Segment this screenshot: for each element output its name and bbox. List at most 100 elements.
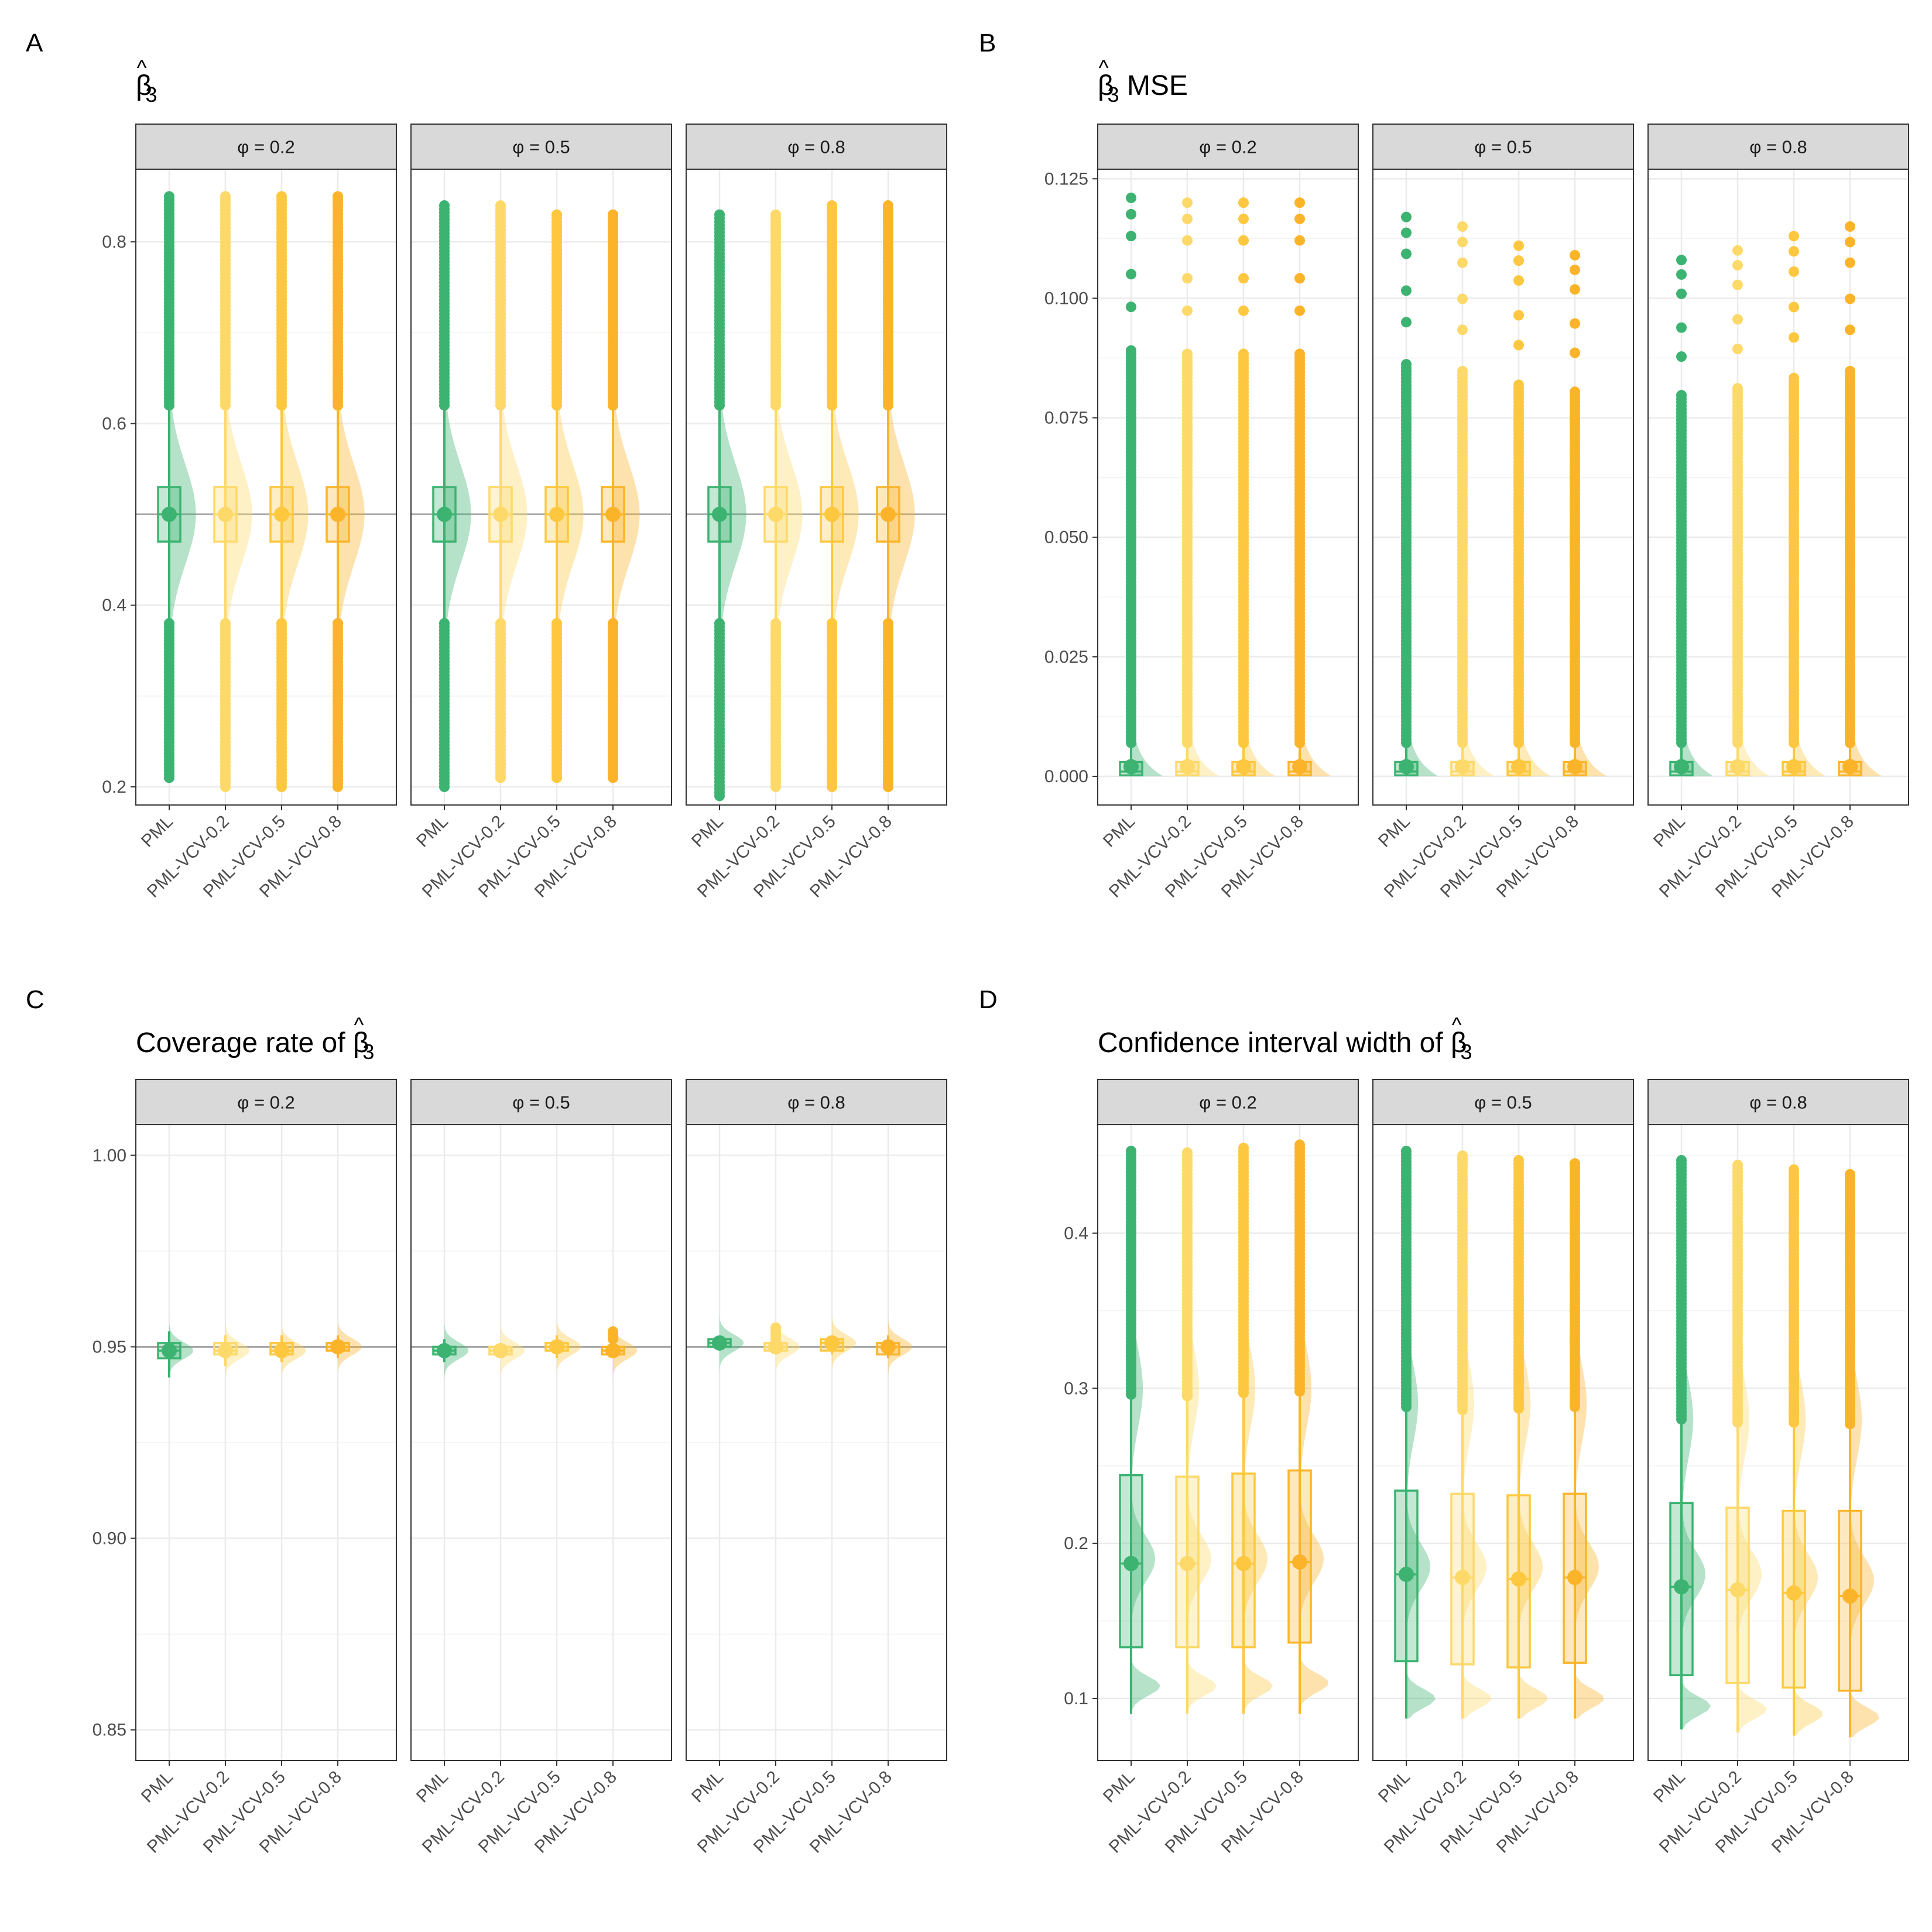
outlier-point [1789, 1164, 1799, 1175]
outlier-point [1457, 237, 1468, 248]
mean-point [437, 1342, 452, 1358]
y-tick-label: 0.2 [102, 777, 126, 797]
outlier-point [1513, 379, 1524, 390]
density-halfviolin [1244, 594, 1276, 777]
outlier-point [1238, 213, 1249, 224]
outlier-point [1294, 273, 1305, 284]
facet-label: φ = 0.5 [512, 137, 570, 157]
mean-point [549, 506, 564, 522]
outlier-point [1182, 305, 1193, 316]
plot-area [1098, 1125, 1358, 1760]
mean-point [1511, 1571, 1526, 1587]
mean-point [768, 506, 783, 522]
outlier-point [1676, 1155, 1687, 1166]
mean-point [881, 1339, 896, 1355]
mean-point [1399, 759, 1414, 775]
y-tick-label: 0.8 [102, 232, 126, 252]
facet-label: φ = 0.5 [512, 1092, 570, 1113]
outlier-point [1401, 248, 1412, 259]
series-pml [1394, 1146, 1436, 1719]
mean-point [1455, 1570, 1470, 1585]
mean-point [162, 506, 177, 522]
mean-point [1399, 1567, 1414, 1582]
outlier-point [1570, 347, 1580, 358]
density-halfviolin [1738, 594, 1770, 777]
facet-label: φ = 0.8 [787, 137, 845, 157]
panel-border [135, 169, 397, 806]
density-halfviolin [1406, 594, 1438, 777]
outlier-point [1845, 221, 1855, 232]
outlier-point [1676, 255, 1687, 266]
outlier-point [1182, 348, 1193, 359]
outlier-point [1789, 266, 1799, 277]
mean-point [274, 1342, 289, 1358]
series-pml [1669, 1155, 1711, 1730]
outlier-point [1845, 293, 1855, 304]
series-pml-vcv-0-8 [601, 209, 640, 783]
outlier-point [1732, 344, 1743, 355]
density-halfviolin [1406, 1151, 1436, 1719]
mean-point [1455, 759, 1470, 775]
mean-point [1730, 759, 1745, 775]
outlier-points [770, 209, 781, 792]
outlier-points [1789, 1164, 1799, 1428]
outlier-point [827, 200, 837, 211]
density-halfviolin [613, 289, 640, 739]
outlier-points [1513, 240, 1524, 748]
panel-title: β^ 3 [136, 56, 157, 107]
mean-point [1786, 1585, 1801, 1601]
density-halfviolin [1681, 594, 1714, 777]
outlier-points [1182, 1147, 1193, 1402]
series-pml-vcv-0-2 [1175, 197, 1220, 777]
mean-point [1842, 759, 1858, 775]
y-tick-label: 1.00 [93, 1146, 126, 1165]
outlier-point [1182, 197, 1193, 208]
series-pml-vcv-0-8 [1287, 1139, 1328, 1714]
mean-point [1292, 1554, 1307, 1570]
panel-border [1372, 169, 1634, 806]
mean-point [1236, 759, 1251, 775]
outlier-point [1845, 1169, 1855, 1180]
plot-area [1648, 169, 1909, 805]
facet-0-5: φ = 0.5PMLPML-VCV-0.2PML-VCV-0.5PML-VCV-… [1372, 124, 1634, 902]
x-tick-label: PML [138, 1767, 177, 1807]
series-pml [707, 209, 746, 801]
series-pml [432, 1313, 469, 1389]
series-pml-vcv-0-8 [601, 1313, 638, 1389]
outlier-points [608, 1326, 618, 1345]
mean-point [1511, 759, 1526, 775]
panel-d: D Confidence interval width of β^ 3 φ = 0.2… [979, 985, 1909, 1857]
series-pml-vcv-0-2 [488, 1313, 525, 1389]
density-halfviolin [282, 289, 309, 739]
facet-0-8: φ = 0.8PMLPML-VCV-0.2PML-VCV-0.5PML-VCV-… [1647, 1079, 1909, 1857]
plot-area [1373, 169, 1633, 805]
density-halfviolin [501, 289, 527, 739]
x-tick-label: PML [1650, 812, 1689, 851]
mean-point [1567, 1570, 1582, 1585]
series-pml-vcv-0-8 [326, 191, 365, 792]
facet-label: φ = 0.2 [1199, 137, 1257, 157]
panel-border [1647, 169, 1909, 806]
outlier-point [1570, 386, 1580, 398]
outlier-point [1457, 324, 1468, 335]
outlier-points [1676, 255, 1687, 748]
outlier-points [1238, 197, 1249, 748]
facet-strip [1372, 124, 1634, 170]
series-pml-vcv-0-2 [763, 209, 803, 792]
series-pml [707, 1305, 744, 1381]
mean-point [274, 506, 289, 522]
outlier-point [1238, 235, 1249, 246]
outlier-points [1238, 1142, 1249, 1399]
series-pml-vcv-0-8 [1287, 197, 1332, 777]
mean-point [881, 506, 896, 522]
density-halfviolin [720, 289, 746, 739]
plot-area [1373, 1125, 1633, 1760]
outlier-point [1294, 1139, 1305, 1150]
outlier-point [770, 1322, 781, 1333]
outlier-point [1570, 264, 1580, 275]
outlier-point [1401, 211, 1412, 222]
outlier-point [1238, 1142, 1249, 1153]
density-halfviolin [1300, 1145, 1328, 1714]
outlier-point [1457, 365, 1468, 376]
panel-border [1097, 169, 1359, 806]
